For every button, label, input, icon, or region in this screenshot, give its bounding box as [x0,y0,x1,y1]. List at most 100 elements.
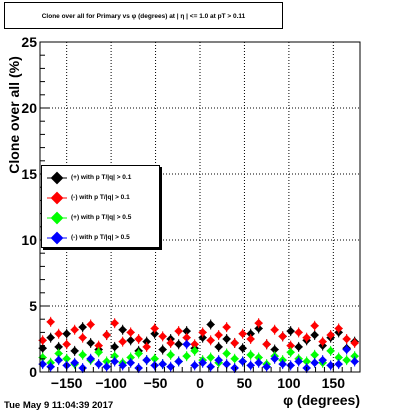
data-point [254,358,263,368]
series-1 [38,316,359,352]
data-point [206,362,215,371]
data-point [150,329,159,338]
legend-marker [47,171,67,185]
x-tick-label: −100 [95,375,127,391]
data-point [310,350,319,360]
data-point [78,350,87,360]
data-point [102,362,111,371]
data-point [238,357,247,366]
data-point [182,340,191,349]
data-point [190,340,199,349]
data-point [334,353,343,362]
data-point [126,358,135,368]
data-point [150,324,159,333]
data-point [38,343,47,353]
data-point [238,343,247,353]
series-layer [38,316,359,374]
data-point [246,361,255,370]
data-point [62,340,71,349]
data-point [38,336,47,345]
data-point [254,353,263,362]
data-point [142,337,151,346]
ticks: −150 −100 −50 0 50 100 150 0 5 10 15 20 25 [21,34,361,391]
x-tick-label: −50 [144,375,168,391]
data-point [262,362,271,371]
y-axis-label-text: Clone over all (%) [6,56,22,174]
data-point [70,346,79,356]
data-point [270,354,279,364]
data-point [214,355,223,365]
data-point [206,336,215,345]
data-point [342,334,351,344]
data-point [246,334,255,344]
y-tick-label: 25 [21,34,37,50]
chart-title: Clone over all for Primary vs φ (degrees… [41,13,246,20]
data-point [70,325,79,335]
legend-entry: (+) with p T/|q| > 0.1 [42,170,159,186]
data-point [342,355,351,365]
data-point [166,362,175,371]
data-point [262,340,271,349]
data-point [310,321,319,331]
data-point [78,322,87,332]
data-point [190,361,199,370]
data-point [222,334,231,344]
data-point [222,349,231,358]
x-tick-label: 100 [277,375,301,391]
data-point [334,359,343,369]
data-point [126,328,135,337]
data-point [318,355,327,365]
data-point [230,354,239,364]
data-point [214,342,223,352]
data-point [198,333,207,342]
data-point [70,358,79,368]
legend-marker [47,191,67,205]
y-tick-label: 15 [21,166,37,182]
data-point [278,332,287,341]
data-point [150,354,159,364]
data-point [350,338,359,348]
legend: (+) with p T/|q| > 0.1 (-) with p T/|q| … [41,165,160,248]
y-tick-label: 5 [29,298,37,314]
legend-label: (+) with p T/|q| > 0.1 [71,174,132,181]
data-point [134,349,143,358]
data-point [86,338,95,348]
data-point [150,361,159,370]
y-tick-label: 20 [21,100,37,116]
x-axis-label: φ (degrees) [283,392,360,408]
data-point [54,349,63,358]
data-point [38,359,47,369]
data-point [294,342,303,352]
data-point [310,358,319,368]
data-point [94,359,103,369]
data-point [326,361,335,370]
data-point [206,320,215,329]
data-point [182,333,191,342]
data-point [286,361,295,370]
legend-label: (-) with p T/|q| > 0.1 [71,194,130,201]
data-point [38,353,47,362]
data-point [334,324,343,333]
data-point [46,317,55,327]
data-point [182,326,191,336]
legend-label: (+) with p T/|q| > 0.5 [71,214,132,221]
data-point [110,342,119,352]
x-tick-label: 0 [196,375,204,391]
data-point [94,341,103,350]
legend-entry: (-) with p T/|q| > 0.1 [42,190,159,206]
data-point [54,355,63,365]
data-point [174,357,183,366]
data-point [350,351,359,361]
data-point [142,342,151,352]
data-point [174,326,183,336]
data-point [254,324,263,333]
data-point [174,340,183,349]
data-point [286,326,295,336]
data-point [294,357,303,366]
data-point [118,361,127,370]
data-point [326,346,335,356]
legend-label: (-) with p T/|q| > 0.5 [71,234,130,241]
data-point [78,363,87,373]
data-point [110,351,119,361]
